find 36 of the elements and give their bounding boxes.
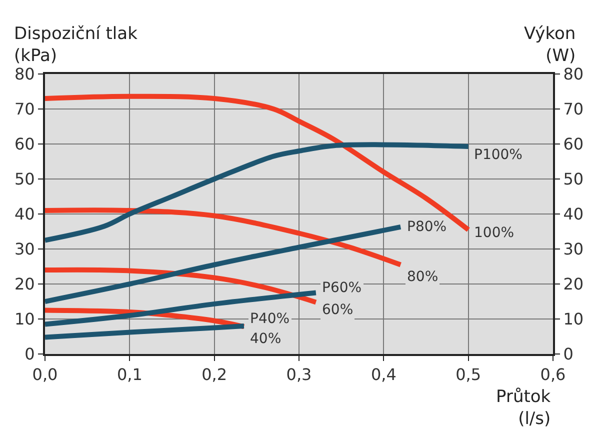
y-tick-label: 10 (14, 310, 35, 329)
y-axis-title: Dispoziční tlak (kPa) (14, 24, 138, 66)
x-tick-label: 0,2 (202, 365, 228, 384)
series-label: P80% (407, 219, 447, 235)
y2-tick-label: 40 (563, 204, 584, 224)
series-label: 80% (407, 269, 438, 285)
series-label: P40% (250, 311, 290, 327)
y-tick-label: 20 (14, 274, 35, 294)
series-label: P100% (474, 147, 522, 163)
y2-tick-label: 80 (563, 64, 584, 84)
y2-tick-label: 0 (563, 344, 574, 364)
x-axis-title: Průtok (l/s) (496, 387, 551, 427)
x-tick-label: 0,4 (370, 365, 396, 384)
y-tick-label: 70 (14, 100, 35, 119)
y2-tick-label: 70 (563, 100, 584, 119)
y2-tick-label: 30 (563, 240, 584, 259)
y-tick-label: 30 (14, 240, 35, 259)
series-label: 60% (322, 302, 354, 318)
y-tick-label: 80 (14, 64, 35, 84)
y2-tick-label: 60 (563, 134, 584, 154)
y-tick-label: 50 (14, 170, 35, 189)
series-label: P60% (322, 280, 362, 296)
x-tick-label: 0,6 (540, 365, 566, 384)
y2-tick-label: 50 (563, 170, 584, 189)
series-label: 100% (474, 225, 514, 241)
y-tick-label: 0 (24, 344, 35, 364)
y2-tick-label: 10 (563, 310, 584, 329)
x-tick-label: 0,0 (32, 365, 58, 384)
y2-tick-label: 20 (563, 274, 584, 294)
x-tick-label: 0,1 (116, 365, 142, 384)
x-tick-label: 0,3 (286, 365, 312, 384)
y-tick-label: 40 (14, 204, 35, 224)
y-tick-label: 60 (14, 134, 35, 154)
series-label: 40% (250, 331, 282, 347)
x-tick-label: 0,5 (456, 365, 482, 384)
y2-axis-title: Výkon (W) (524, 24, 576, 66)
